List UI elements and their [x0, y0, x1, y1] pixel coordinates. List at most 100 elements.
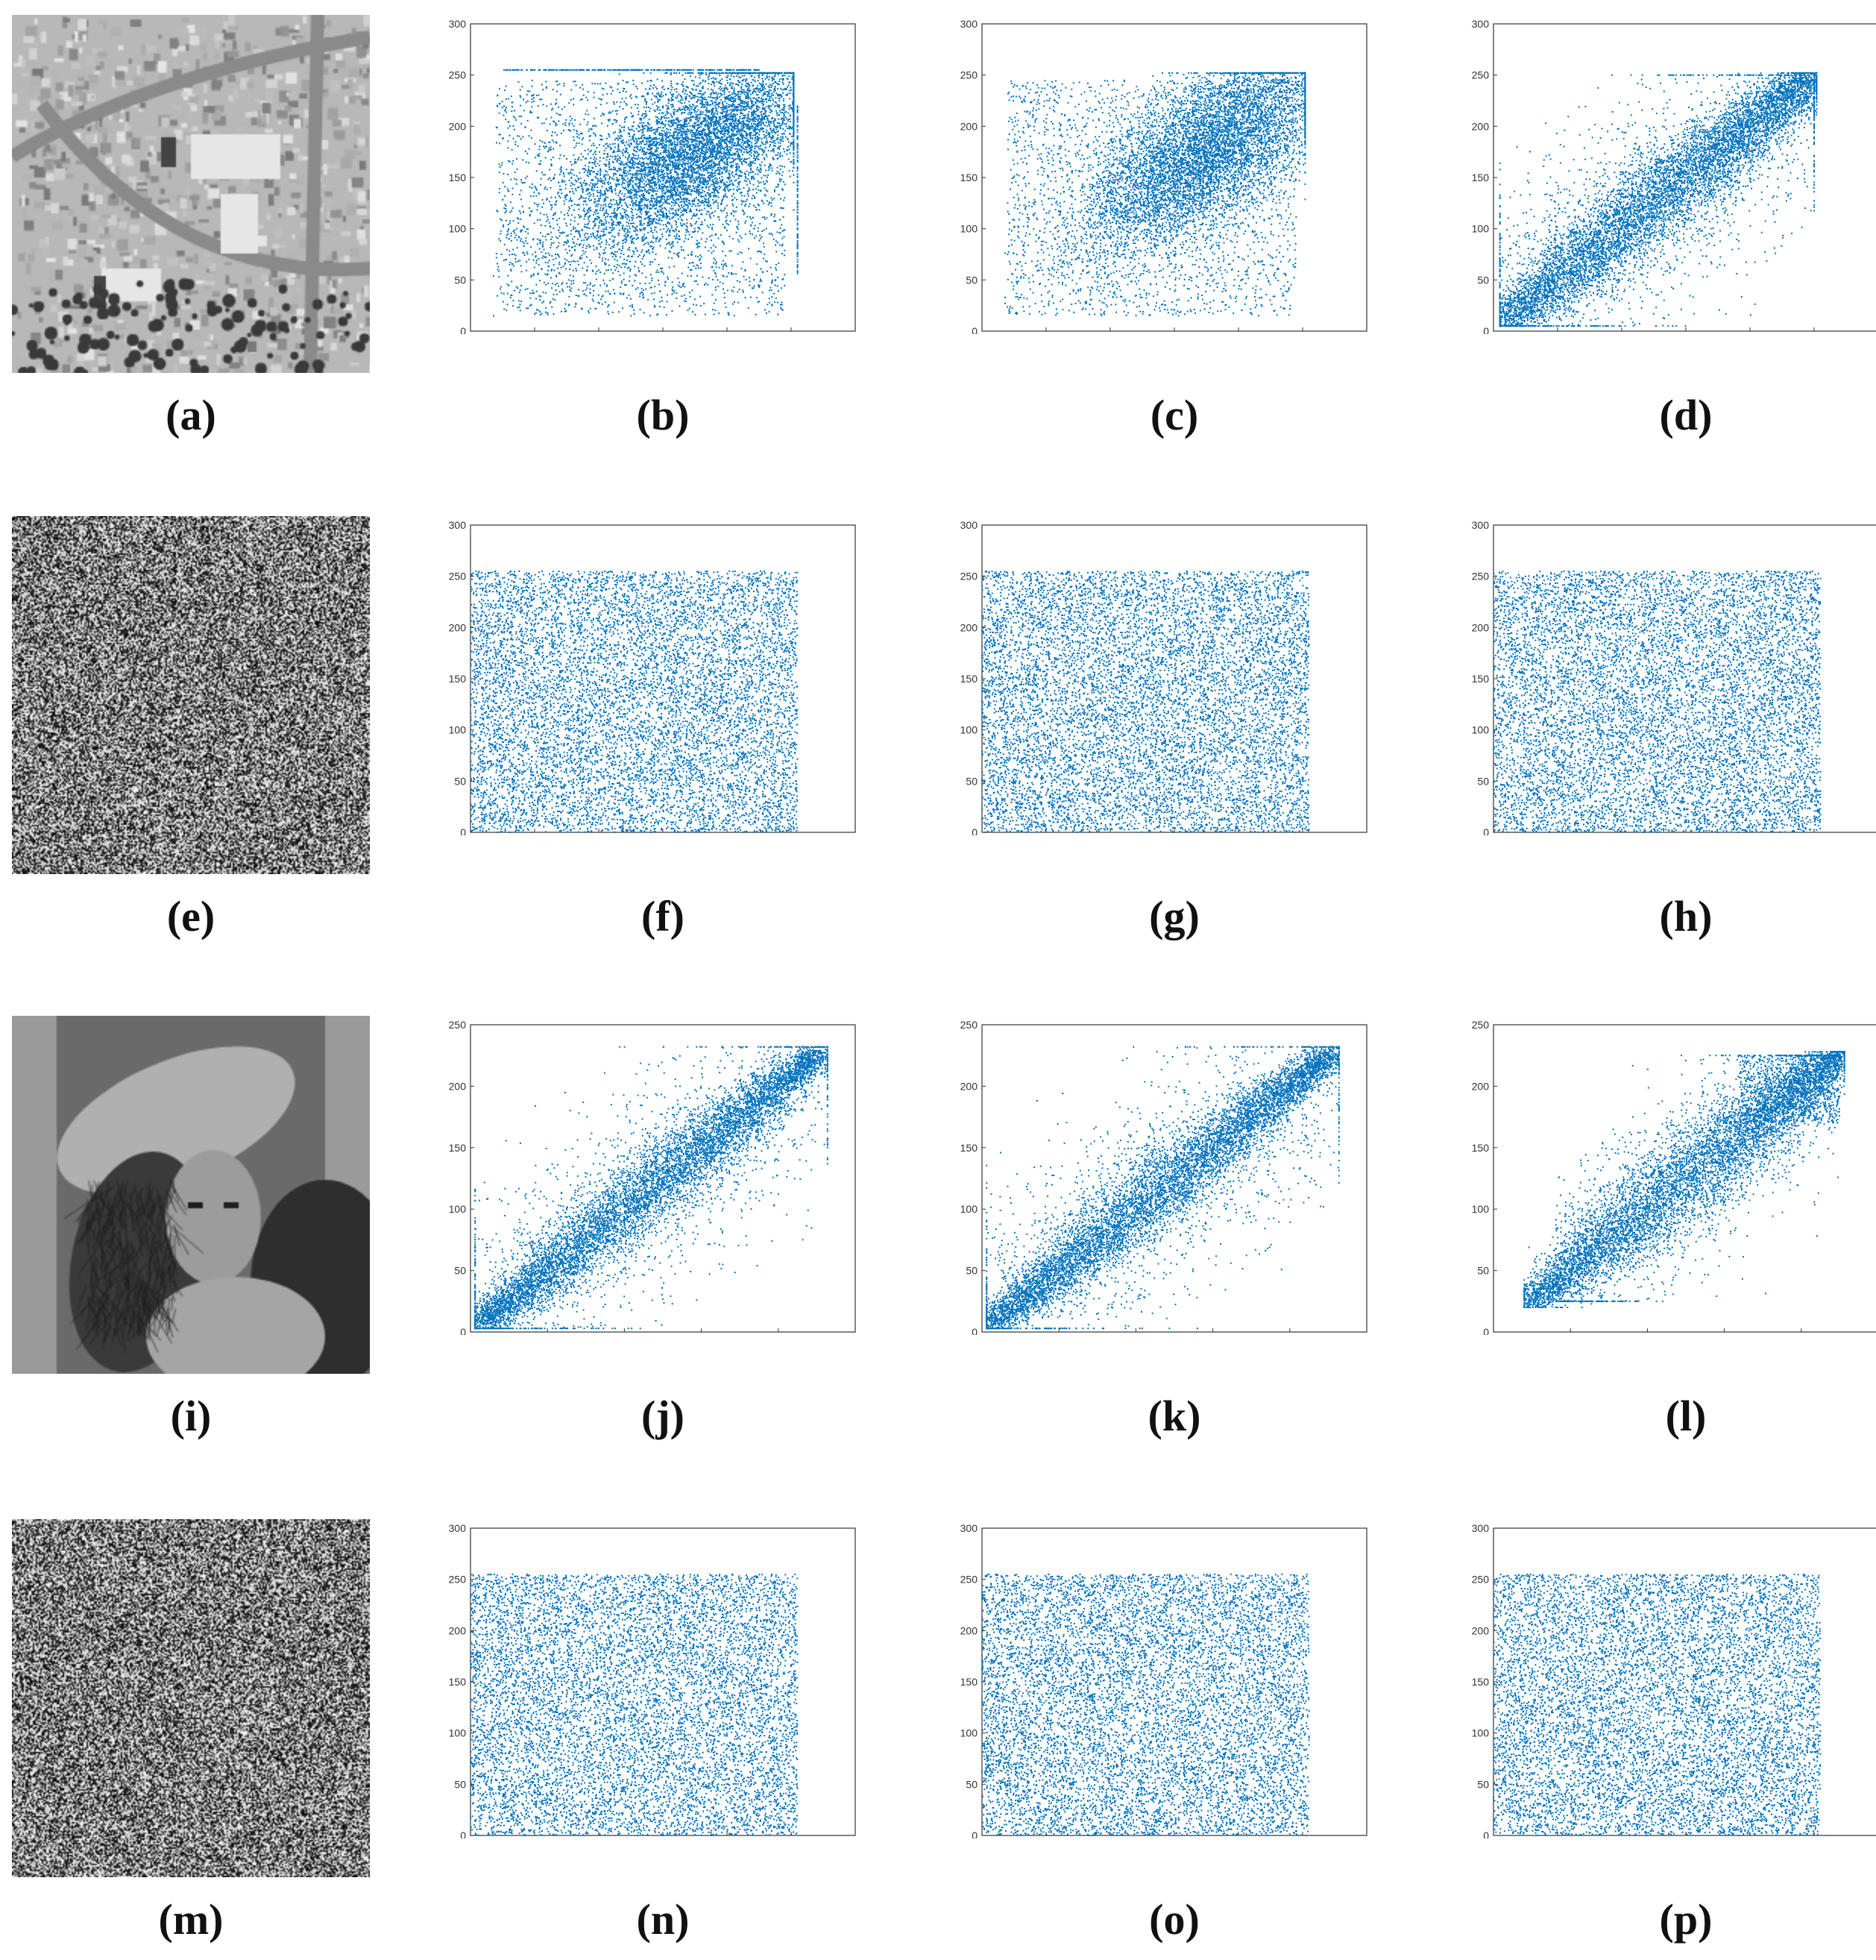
scatter-point [717, 151, 718, 152]
scatter-point [727, 154, 728, 156]
scatter-point [733, 76, 734, 78]
scatter-point [624, 122, 626, 123]
scatter-point [602, 113, 603, 114]
scatter-point [787, 120, 789, 122]
scatter-point [587, 266, 588, 268]
scatter-point [682, 140, 684, 142]
scatter-point [744, 172, 746, 174]
scatter-point [699, 97, 701, 98]
scatter-point [691, 165, 693, 166]
scatter-point [663, 142, 664, 144]
scatter-point [690, 106, 691, 107]
scatter-point [781, 179, 782, 180]
scatter-point [677, 169, 679, 170]
scatter-point [670, 207, 671, 209]
scatter-point [733, 215, 734, 216]
scatter-point [694, 216, 696, 217]
scatter-point [651, 180, 652, 181]
scatter-point [608, 161, 610, 163]
scatter-point [681, 97, 682, 98]
scatter-point [599, 217, 600, 219]
scatter-point [571, 214, 573, 216]
scatter-point [599, 210, 601, 211]
scatter-point [645, 227, 646, 229]
scatter-point [565, 242, 567, 243]
scatter-point [676, 145, 678, 146]
scatter-point [642, 249, 643, 251]
scatter-point [721, 136, 723, 138]
scatter-point [738, 131, 740, 132]
scatter-point [682, 131, 684, 132]
scatter-point [771, 139, 772, 140]
scatter-point [631, 211, 632, 213]
scatter-point [771, 205, 772, 207]
scatter-point [750, 98, 752, 99]
scatter-point [660, 127, 661, 128]
scatter-point [675, 159, 676, 160]
scatter-point [636, 151, 638, 152]
scatter-point [676, 180, 678, 182]
scatter-point [611, 246, 613, 248]
scatter-point [671, 120, 673, 122]
scatter-point [769, 133, 771, 134]
scatter-point [685, 117, 687, 119]
scatter-point [714, 97, 716, 98]
scatter-point [741, 172, 743, 173]
scatter-point [625, 157, 626, 158]
scatter-point [669, 173, 670, 175]
scatter-point [613, 199, 614, 201]
scatter-point [619, 175, 620, 176]
scatter-point [621, 184, 623, 186]
scatter-point [630, 223, 632, 224]
scatter-point [659, 152, 661, 154]
caption-b: (b) [506, 390, 819, 440]
scatter-point [665, 224, 667, 225]
scatter-point [614, 210, 615, 212]
scatter-point [655, 167, 656, 169]
scatter-point [643, 144, 645, 145]
scatter-point [604, 150, 605, 151]
scatter-point [609, 216, 611, 218]
scatter-point [691, 107, 693, 108]
scatter-point [646, 157, 647, 158]
scatter-point [617, 204, 618, 206]
scatter-point [613, 229, 614, 230]
scatter-point [645, 185, 646, 186]
scatter-point [691, 189, 693, 191]
scatter-point [699, 90, 700, 92]
scatter-point [652, 204, 653, 205]
scatter-point [726, 110, 728, 111]
scatter-point [629, 249, 630, 251]
scatter-point [782, 120, 784, 122]
scatter-point [708, 177, 709, 178]
scatter-point [680, 101, 682, 103]
scatter-point [780, 152, 781, 154]
scatter-point [669, 210, 670, 212]
scatter-point [640, 230, 641, 231]
scatter-point [700, 154, 702, 155]
scatter-point [741, 146, 743, 148]
scatter-point [766, 110, 767, 112]
scatter-point [649, 224, 650, 226]
scatter-point [685, 99, 687, 101]
scatter-point [588, 216, 590, 218]
scatter-point [614, 173, 616, 175]
scatter-point [658, 158, 660, 160]
scatter-point [763, 175, 764, 176]
scatter-point [782, 79, 784, 81]
scatter-point [570, 255, 572, 257]
scatter-point [657, 131, 658, 132]
scatter-point [687, 254, 689, 256]
scatter-point [650, 148, 652, 149]
scatter-point [658, 175, 660, 177]
scatter-point [705, 92, 706, 93]
scatter-point [728, 154, 730, 155]
scatter-point [610, 232, 611, 233]
scatter-point [702, 189, 703, 191]
scatter-point [772, 142, 774, 143]
scatter-point [711, 167, 713, 169]
scatter-point [622, 208, 623, 210]
scatter-point [612, 151, 614, 153]
scatter-point [605, 178, 606, 179]
scatter-point [574, 250, 576, 251]
